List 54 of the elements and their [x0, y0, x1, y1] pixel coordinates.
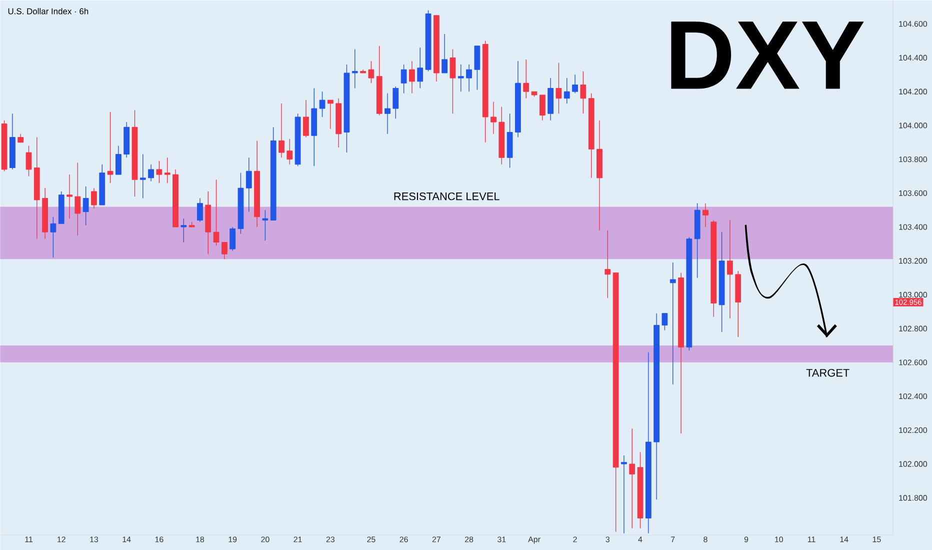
candlestick — [140, 154, 146, 199]
candlestick — [539, 94, 546, 121]
candlestick — [490, 101, 496, 134]
candlestick — [580, 70, 586, 114]
candlestick — [727, 220, 733, 319]
candlestick — [450, 48, 456, 114]
candlestick — [286, 138, 293, 165]
candlestick — [50, 216, 56, 258]
candlestick — [604, 230, 611, 298]
candlestick — [164, 157, 170, 184]
band-label: RESISTANCE LEVEL — [394, 192, 500, 200]
candlestick — [523, 59, 530, 99]
candlestick — [400, 64, 407, 94]
candlestick — [352, 48, 358, 89]
candlestick — [319, 91, 326, 118]
candlestick — [670, 262, 676, 385]
candlestick — [82, 186, 89, 226]
candlestick — [466, 64, 472, 92]
candlestick — [629, 428, 636, 529]
candlestick — [474, 46, 480, 90]
text: U.S. Dollar Index · 6h — [8, 8, 88, 14]
band-label: TARGET — [806, 368, 850, 377]
candlestick — [621, 455, 627, 534]
candlestick — [66, 174, 72, 219]
candlestick — [74, 162, 81, 236]
candlestick — [327, 100, 334, 130]
candlestick — [572, 74, 578, 94]
candlestick — [213, 179, 220, 246]
candlestick — [262, 210, 268, 241]
candlestick — [556, 62, 562, 114]
candlestick — [702, 202, 708, 228]
candlestick — [26, 145, 32, 177]
chart-title: DXY — [671, 22, 864, 89]
candlestick — [368, 60, 374, 84]
candlestick — [662, 312, 668, 331]
candlestick — [409, 60, 415, 94]
candlestick — [107, 112, 114, 184]
candlestick — [246, 157, 252, 212]
candlestick — [115, 145, 122, 175]
candlestick — [180, 218, 187, 243]
candlestick — [458, 64, 464, 92]
candlestick — [392, 86, 399, 119]
candlestick — [417, 47, 424, 89]
candlestick — [91, 188, 97, 209]
candlestick — [148, 164, 154, 182]
candlestick — [384, 92, 390, 134]
candlestick — [564, 78, 570, 104]
candlestick — [278, 103, 284, 158]
candlestick — [156, 160, 162, 184]
candlestick — [230, 226, 236, 252]
candlestick — [303, 100, 309, 138]
candlestick — [197, 198, 203, 222]
candlestick — [442, 34, 448, 74]
candlestick — [221, 242, 228, 260]
